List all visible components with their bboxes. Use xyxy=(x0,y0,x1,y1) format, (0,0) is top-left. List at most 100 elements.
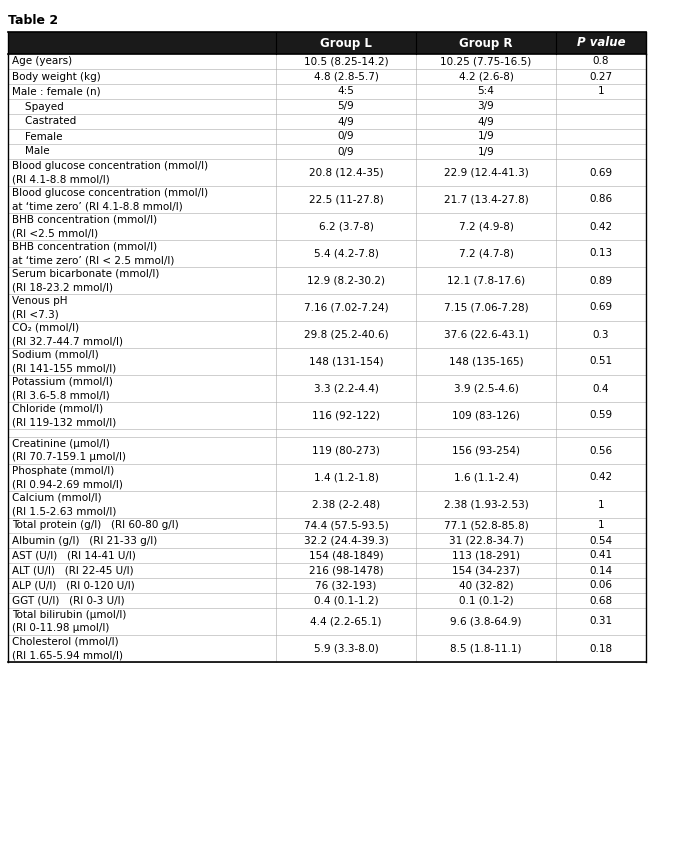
Text: 0.59: 0.59 xyxy=(589,410,613,420)
Text: 0.1 (0.1-2): 0.1 (0.1-2) xyxy=(459,596,513,606)
Text: GGT (U/l)   (RI 0-3 U/l): GGT (U/l) (RI 0-3 U/l) xyxy=(12,596,125,606)
Text: 7.15 (7.06-7.28): 7.15 (7.06-7.28) xyxy=(444,303,529,312)
Text: 0.68: 0.68 xyxy=(589,596,613,606)
Text: 154 (34-237): 154 (34-237) xyxy=(452,565,520,575)
Text: 0.69: 0.69 xyxy=(589,303,613,312)
Text: 4.8 (2.8-5.7): 4.8 (2.8-5.7) xyxy=(313,72,378,81)
Text: 1/9: 1/9 xyxy=(477,131,494,141)
Text: 1/9: 1/9 xyxy=(477,146,494,157)
Text: 0.41: 0.41 xyxy=(589,551,613,561)
Text: 0.4: 0.4 xyxy=(593,383,609,393)
Text: Total bilirubin (μmol/l): Total bilirubin (μmol/l) xyxy=(12,610,126,620)
Text: 37.6 (22.6-43.1): 37.6 (22.6-43.1) xyxy=(444,329,529,339)
Text: 148 (131-154): 148 (131-154) xyxy=(308,356,384,366)
Text: 1.4 (1.2-1.8): 1.4 (1.2-1.8) xyxy=(313,473,378,482)
Text: 31 (22.8-34.7): 31 (22.8-34.7) xyxy=(448,536,524,546)
Text: 4.2 (2.6-8): 4.2 (2.6-8) xyxy=(459,72,513,81)
Text: 0.3: 0.3 xyxy=(593,329,609,339)
Text: 74.4 (57.5-93.5): 74.4 (57.5-93.5) xyxy=(304,520,388,530)
Text: 32.2 (24.4-39.3): 32.2 (24.4-39.3) xyxy=(304,536,388,546)
Text: Age (years): Age (years) xyxy=(12,57,72,67)
Text: (RI 0.94-2.69 mmol/l): (RI 0.94-2.69 mmol/l) xyxy=(12,479,123,489)
Text: 0.42: 0.42 xyxy=(589,222,613,232)
Text: 4/9: 4/9 xyxy=(477,117,494,127)
Text: 0.31: 0.31 xyxy=(589,617,613,627)
Text: 0.86: 0.86 xyxy=(589,195,613,205)
Bar xyxy=(8,32,646,54)
Text: (RI 141-155 mmol/l): (RI 141-155 mmol/l) xyxy=(12,363,116,373)
Text: (RI 32.7-44.7 mmol/l): (RI 32.7-44.7 mmol/l) xyxy=(12,336,123,346)
Text: Phosphate (mmol/l): Phosphate (mmol/l) xyxy=(12,466,115,475)
Text: 4.4 (2.2-65.1): 4.4 (2.2-65.1) xyxy=(310,617,382,627)
Text: 116 (92-122): 116 (92-122) xyxy=(312,410,380,420)
Text: 21.7 (13.4-27.8): 21.7 (13.4-27.8) xyxy=(444,195,529,205)
Text: 156 (93-254): 156 (93-254) xyxy=(452,446,520,455)
Text: 76 (32-193): 76 (32-193) xyxy=(315,580,377,591)
Text: 1: 1 xyxy=(598,499,604,509)
Text: 4:5: 4:5 xyxy=(337,86,355,96)
Text: 3/9: 3/9 xyxy=(477,102,494,112)
Text: 2.38 (1.93-2.53): 2.38 (1.93-2.53) xyxy=(444,499,529,509)
Text: at ‘time zero’ (RI < 2.5 mmol/l): at ‘time zero’ (RI < 2.5 mmol/l) xyxy=(12,255,175,266)
Text: 113 (18-291): 113 (18-291) xyxy=(452,551,520,561)
Text: 2.38 (2-2.48): 2.38 (2-2.48) xyxy=(312,499,380,509)
Text: Serum bicarbonate (mmol/l): Serum bicarbonate (mmol/l) xyxy=(12,269,159,278)
Text: (RI 70.7-159.1 μmol/l): (RI 70.7-159.1 μmol/l) xyxy=(12,453,126,462)
Text: (RI 3.6-5.8 mmol/l): (RI 3.6-5.8 mmol/l) xyxy=(12,390,110,400)
Text: 1: 1 xyxy=(598,520,604,530)
Text: Group R: Group R xyxy=(460,36,513,50)
Text: CO₂ (mmol/l): CO₂ (mmol/l) xyxy=(12,323,79,332)
Text: (RI <2.5 mmol/l): (RI <2.5 mmol/l) xyxy=(12,228,98,239)
Text: Table 2: Table 2 xyxy=(8,14,58,26)
Text: Castrated: Castrated xyxy=(12,117,77,127)
Text: 5.9 (3.3-8.0): 5.9 (3.3-8.0) xyxy=(314,644,378,653)
Text: 0.54: 0.54 xyxy=(589,536,613,546)
Text: 119 (80-273): 119 (80-273) xyxy=(312,446,380,455)
Text: 0.69: 0.69 xyxy=(589,168,613,178)
Text: 5.4 (4.2-7.8): 5.4 (4.2-7.8) xyxy=(313,249,378,259)
Text: 5:4: 5:4 xyxy=(477,86,495,96)
Text: 20.8 (12.4-35): 20.8 (12.4-35) xyxy=(308,168,384,178)
Text: 3.9 (2.5-4.6): 3.9 (2.5-4.6) xyxy=(453,383,518,393)
Text: 9.6 (3.8-64.9): 9.6 (3.8-64.9) xyxy=(451,617,522,627)
Text: 0.51: 0.51 xyxy=(589,356,613,366)
Text: Group L: Group L xyxy=(320,36,372,50)
Text: (RI 4.1-8.8 mmol/l): (RI 4.1-8.8 mmol/l) xyxy=(12,174,110,184)
Text: 0/9: 0/9 xyxy=(337,131,354,141)
Text: ALT (U/l)   (RI 22-45 U/l): ALT (U/l) (RI 22-45 U/l) xyxy=(12,565,134,575)
Text: 10.25 (7.75-16.5): 10.25 (7.75-16.5) xyxy=(440,57,531,67)
Text: 3.3 (2.2-4.4): 3.3 (2.2-4.4) xyxy=(313,383,378,393)
Text: 10.5 (8.25-14.2): 10.5 (8.25-14.2) xyxy=(304,57,388,67)
Text: 0.14: 0.14 xyxy=(589,565,613,575)
Text: Blood glucose concentration (mmol/l): Blood glucose concentration (mmol/l) xyxy=(12,161,208,171)
Text: 0.89: 0.89 xyxy=(589,276,613,285)
Text: Male : female (n): Male : female (n) xyxy=(12,86,101,96)
Text: Spayed: Spayed xyxy=(12,102,63,112)
Text: 4/9: 4/9 xyxy=(337,117,355,127)
Text: 0.18: 0.18 xyxy=(589,644,613,653)
Text: Female: Female xyxy=(12,131,63,141)
Text: 29.8 (25.2-40.6): 29.8 (25.2-40.6) xyxy=(304,329,388,339)
Text: 8.5 (1.8-11.1): 8.5 (1.8-11.1) xyxy=(451,644,522,653)
Text: 0.06: 0.06 xyxy=(589,580,613,591)
Text: P value: P value xyxy=(577,36,625,50)
Text: Sodium (mmol/l): Sodium (mmol/l) xyxy=(12,349,99,360)
Text: (RI 1.65-5.94 mmol/l): (RI 1.65-5.94 mmol/l) xyxy=(12,651,123,660)
Text: 0.56: 0.56 xyxy=(589,446,613,455)
Text: Albumin (g/l)   (RI 21-33 g/l): Albumin (g/l) (RI 21-33 g/l) xyxy=(12,536,157,546)
Text: Calcium (mmol/l): Calcium (mmol/l) xyxy=(12,492,101,503)
Text: 0/9: 0/9 xyxy=(337,146,354,157)
Text: 1: 1 xyxy=(598,86,604,96)
Text: 22.5 (11-27.8): 22.5 (11-27.8) xyxy=(308,195,384,205)
Text: 0.8: 0.8 xyxy=(593,57,609,67)
Text: 109 (83-126): 109 (83-126) xyxy=(452,410,520,420)
Text: (RI 119-132 mmol/l): (RI 119-132 mmol/l) xyxy=(12,417,116,427)
Text: 12.9 (8.2-30.2): 12.9 (8.2-30.2) xyxy=(307,276,385,285)
Text: 154 (48-1849): 154 (48-1849) xyxy=(308,551,384,561)
Text: 216 (98-1478): 216 (98-1478) xyxy=(308,565,384,575)
Text: (RI 0-11.98 μmol/l): (RI 0-11.98 μmol/l) xyxy=(12,624,110,634)
Text: 0.27: 0.27 xyxy=(589,72,613,81)
Text: Body weight (kg): Body weight (kg) xyxy=(12,72,101,81)
Text: 0.42: 0.42 xyxy=(589,473,613,482)
Text: Male: Male xyxy=(12,146,50,157)
